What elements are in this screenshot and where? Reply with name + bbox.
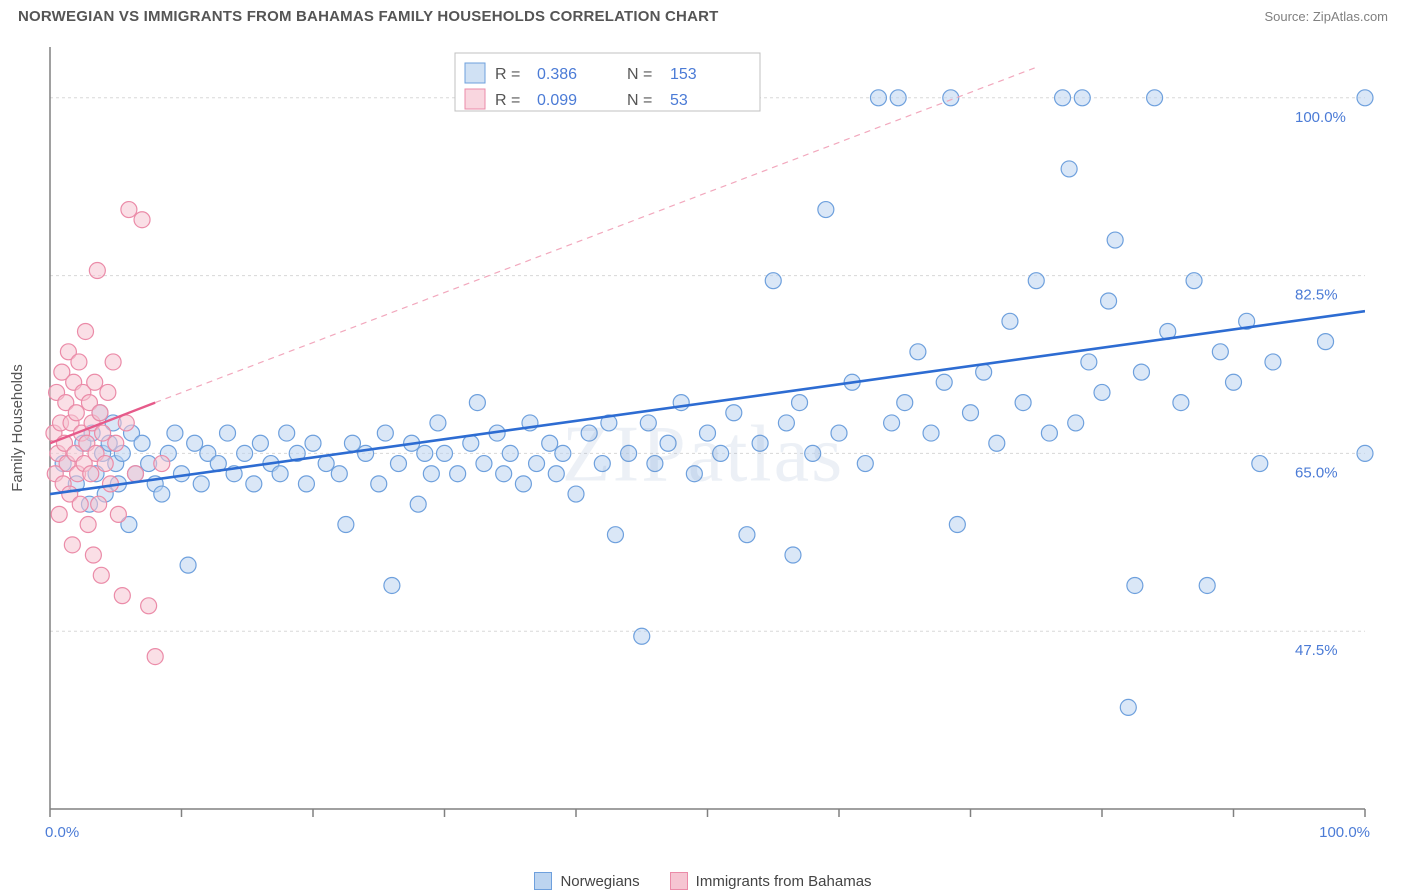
svg-text:Family Households: Family Households <box>9 364 26 492</box>
chart-area: 47.5% 65.0% 82.5% 100.0% 0.0% 100.0% Family Ho… <box>0 29 1406 849</box>
svg-text:N =: N = <box>627 66 652 83</box>
svg-text:82.5%: 82.5% <box>1295 287 1338 304</box>
svg-text:0.099: 0.099 <box>537 92 577 109</box>
bottom-legend: Norwegians Immigrants from Bahamas <box>0 872 1406 890</box>
legend-item-bahamas: Immigrants from Bahamas <box>670 872 872 890</box>
chart-header: NORWEGIAN VS IMMIGRANTS FROM BAHAMAS FAM… <box>0 0 1406 29</box>
chart-source: Source: ZipAtlas.com <box>1264 9 1388 24</box>
svg-text:65.0%: 65.0% <box>1295 464 1338 481</box>
svg-text:47.5%: 47.5% <box>1295 642 1338 659</box>
svg-text:53: 53 <box>670 92 688 109</box>
chart-title: NORWEGIAN VS IMMIGRANTS FROM BAHAMAS FAM… <box>18 8 719 25</box>
legend-item-norwegians: Norwegians <box>534 872 639 890</box>
svg-text:153: 153 <box>670 66 697 83</box>
svg-text:R =: R = <box>495 66 520 83</box>
svg-text:100.0%: 100.0% <box>1295 109 1346 126</box>
svg-text:N =: N = <box>627 92 652 109</box>
legend-label: Immigrants from Bahamas <box>696 873 872 890</box>
legend-swatch-icon <box>670 872 688 890</box>
svg-text:0.386: 0.386 <box>537 66 577 83</box>
legend-label: Norwegians <box>560 873 639 890</box>
scatter-chart: 47.5% 65.0% 82.5% 100.0% 0.0% 100.0% Family Ho… <box>0 29 1406 849</box>
svg-text:R =: R = <box>495 92 520 109</box>
legend-swatch-icon <box>534 872 552 890</box>
svg-text:0.0%: 0.0% <box>45 824 79 841</box>
svg-text:100.0%: 100.0% <box>1319 824 1370 841</box>
